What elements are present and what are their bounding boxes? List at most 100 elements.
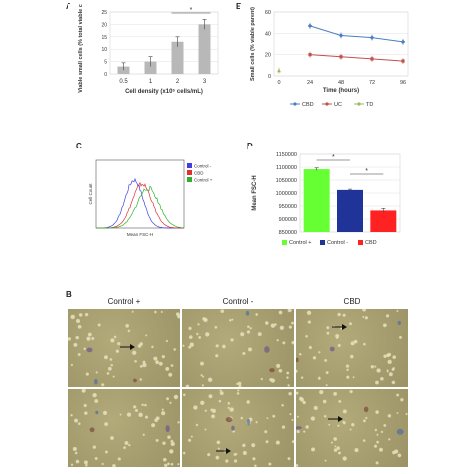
cell-dot bbox=[268, 462, 272, 466]
bar-d bbox=[370, 210, 397, 232]
cell-dot bbox=[391, 380, 396, 385]
cell-dot bbox=[306, 310, 312, 316]
cell-dot bbox=[196, 332, 199, 336]
cell-dot bbox=[291, 440, 294, 444]
cell-dot bbox=[287, 384, 290, 387]
cell-dot bbox=[103, 355, 109, 360]
legend-label-e: UC bbox=[334, 102, 342, 108]
cell-dot bbox=[270, 323, 276, 328]
micrograph-header-cbd: CBD bbox=[343, 297, 361, 306]
cell-dot bbox=[86, 336, 91, 341]
cell-dot bbox=[170, 364, 174, 368]
cell-dot bbox=[330, 441, 334, 444]
y-tick-label-d: 1000000 bbox=[276, 191, 297, 197]
cell-dot bbox=[188, 345, 192, 349]
cell-dot bbox=[83, 460, 89, 465]
cell-dot bbox=[336, 446, 341, 451]
cell-dot bbox=[230, 338, 234, 342]
x-axis-label-a: Cell density (x10⁵ cells/mL) bbox=[125, 89, 203, 95]
cell-dot bbox=[237, 389, 240, 392]
cell-dot bbox=[153, 357, 156, 360]
cell-dot bbox=[240, 332, 245, 337]
cell-dot bbox=[345, 364, 350, 368]
cell-dot bbox=[139, 378, 143, 381]
cell-dot bbox=[349, 389, 353, 394]
stained-cell bbox=[86, 347, 93, 353]
legend-swatch-d bbox=[358, 240, 363, 245]
cell-dot bbox=[326, 331, 330, 335]
legend-swatch-c bbox=[187, 163, 192, 168]
cell-dot bbox=[342, 456, 347, 461]
significance-star-d: * bbox=[365, 168, 368, 175]
cell-dot bbox=[253, 464, 257, 467]
stained-cell bbox=[363, 406, 369, 413]
cell-dot bbox=[215, 344, 219, 348]
cell-dot bbox=[200, 374, 203, 377]
cell-dot bbox=[405, 412, 408, 416]
cell-dot bbox=[102, 410, 108, 416]
cell-dot bbox=[325, 371, 329, 375]
cell-dot bbox=[94, 456, 98, 461]
cell-dot bbox=[70, 314, 75, 320]
cell-dot bbox=[257, 332, 262, 337]
cell-dot bbox=[182, 393, 186, 397]
cell-dot bbox=[391, 367, 395, 371]
cell-dot bbox=[387, 414, 392, 418]
cell-dot bbox=[200, 400, 205, 406]
cell-dot bbox=[142, 360, 146, 364]
cell-dot bbox=[246, 325, 250, 329]
stained-cell bbox=[245, 310, 250, 316]
stained-cell bbox=[94, 378, 98, 385]
chart-e: 0 20 40 60 0 24 48 72 96 Time (hours) Small cells … bbox=[240, 4, 415, 116]
cell-dot bbox=[161, 408, 164, 411]
cell-dot bbox=[270, 378, 276, 383]
cell-dot bbox=[126, 412, 132, 417]
cell-dot bbox=[319, 389, 324, 395]
cell-dot bbox=[385, 314, 390, 318]
cell-dot bbox=[132, 405, 137, 409]
cell-dot bbox=[123, 446, 127, 450]
cell-dot bbox=[204, 409, 207, 412]
cell-dot bbox=[155, 360, 160, 365]
y-tick-label-a: 10 bbox=[101, 47, 107, 53]
x-tick-label-a: 0.5 bbox=[119, 79, 128, 85]
cell-dot bbox=[131, 350, 137, 356]
cell-dot bbox=[337, 424, 340, 427]
y-tick-label-d: 1050000 bbox=[276, 178, 297, 184]
cell-dot bbox=[75, 459, 80, 464]
micrograph-image bbox=[182, 389, 294, 467]
arrow-head bbox=[338, 416, 343, 422]
cell-dot bbox=[169, 449, 174, 454]
cell-dot bbox=[77, 422, 81, 426]
cell-dot bbox=[333, 437, 338, 441]
y-tick-label-e: 40 bbox=[265, 31, 271, 37]
cell-dot bbox=[207, 377, 213, 383]
cell-dot bbox=[182, 451, 186, 455]
cell-dot bbox=[221, 344, 226, 349]
micrograph-grid: Control + Control - CBD bbox=[68, 297, 408, 471]
cell-dot bbox=[160, 310, 163, 314]
stained-cell bbox=[95, 410, 99, 415]
cell-dot bbox=[227, 401, 231, 405]
micrograph-cells bbox=[70, 389, 180, 467]
cell-dot bbox=[92, 445, 97, 449]
cell-dot bbox=[335, 336, 339, 340]
cell-dot bbox=[264, 321, 269, 325]
cell-dot bbox=[342, 421, 346, 425]
y-tick-label-e: 60 bbox=[265, 10, 271, 16]
cell-dot bbox=[296, 391, 299, 395]
chart-d: 850000 900000 950000 1000000 1050000 1100000 1… bbox=[248, 146, 408, 256]
cell-dot bbox=[322, 399, 327, 404]
x-tick-label-e: 24 bbox=[307, 80, 313, 86]
legend-label-e: TD bbox=[366, 102, 373, 108]
cell-dot bbox=[106, 371, 110, 375]
cell-dot bbox=[233, 459, 238, 463]
cell-dot bbox=[350, 422, 355, 427]
cell-dot bbox=[75, 335, 80, 340]
legend-label-e: CBD bbox=[302, 102, 314, 108]
cell-dot bbox=[104, 422, 109, 427]
cell-dot bbox=[375, 410, 380, 415]
cell-dot bbox=[310, 416, 316, 421]
cell-dot bbox=[225, 459, 229, 463]
cell-dot bbox=[362, 309, 367, 312]
